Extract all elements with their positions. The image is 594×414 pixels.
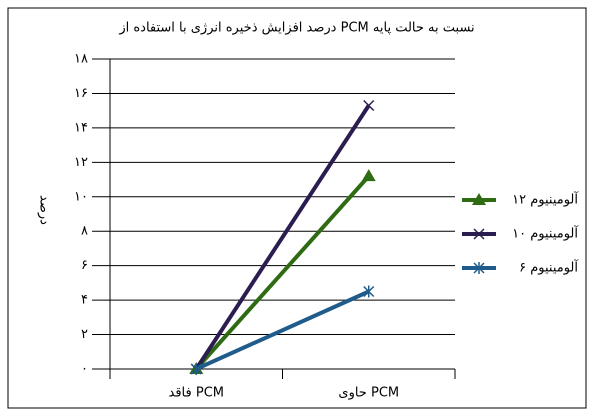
marker bbox=[363, 99, 375, 112]
y-tick-label: ۲ bbox=[81, 327, 88, 342]
chart-title: درصد افزایش ذخیره انرژی با استفاده از PC… bbox=[118, 21, 474, 36]
legend-marker bbox=[472, 193, 486, 205]
x-tick-label: فاقد PCM bbox=[169, 386, 224, 401]
marker bbox=[190, 363, 202, 375]
legend-label: آلومینیوم ۱۲ bbox=[512, 191, 579, 208]
legend-marker bbox=[473, 228, 485, 240]
y-tick-label: ۸ bbox=[81, 224, 88, 239]
series-line bbox=[194, 104, 371, 371]
legend-label: آلومینیوم ۱۰ bbox=[512, 225, 579, 242]
y-tick-label: ۰ bbox=[81, 362, 88, 377]
chart-border bbox=[7, 7, 587, 409]
y-tick-label: ۱۲ bbox=[74, 155, 88, 170]
y-tick-label: ۶ bbox=[81, 258, 88, 273]
y-tick-label: ۴ bbox=[81, 293, 88, 308]
x-tick-label: حاوی PCM bbox=[338, 386, 399, 401]
series-line bbox=[194, 174, 371, 371]
y-tick-label: ۱۴ bbox=[74, 120, 88, 135]
series-line bbox=[195, 289, 370, 371]
legend-label: آلومینیوم ۶ bbox=[519, 259, 579, 276]
y-tick-label: ۱۸ bbox=[74, 52, 88, 67]
marker bbox=[363, 285, 375, 298]
y-tick-label: ۱۶ bbox=[74, 86, 88, 101]
y-axis-title: درصد bbox=[37, 195, 52, 225]
legend-marker bbox=[473, 262, 485, 274]
y-tick-label: ۱۰ bbox=[74, 189, 88, 204]
marker bbox=[361, 169, 376, 182]
